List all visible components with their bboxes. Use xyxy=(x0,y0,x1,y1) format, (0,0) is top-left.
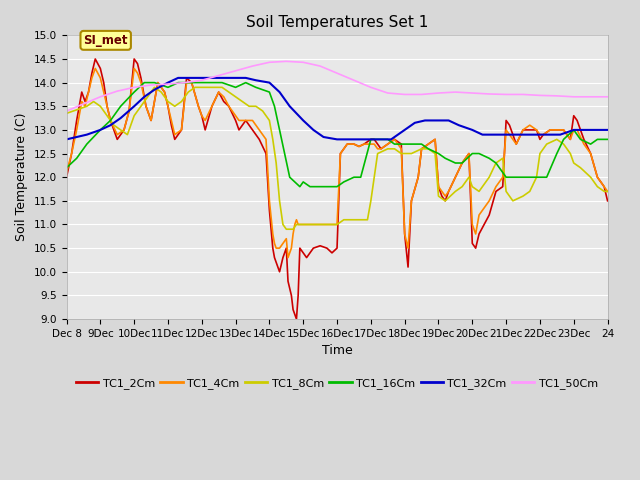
Text: SI_met: SI_met xyxy=(83,34,128,47)
Legend: TC1_2Cm, TC1_4Cm, TC1_8Cm, TC1_16Cm, TC1_32Cm, TC1_50Cm: TC1_2Cm, TC1_4Cm, TC1_8Cm, TC1_16Cm, TC1… xyxy=(72,373,602,393)
Y-axis label: Soil Temperature (C): Soil Temperature (C) xyxy=(15,113,28,241)
Title: Soil Temperatures Set 1: Soil Temperatures Set 1 xyxy=(246,15,428,30)
X-axis label: Time: Time xyxy=(322,344,353,357)
